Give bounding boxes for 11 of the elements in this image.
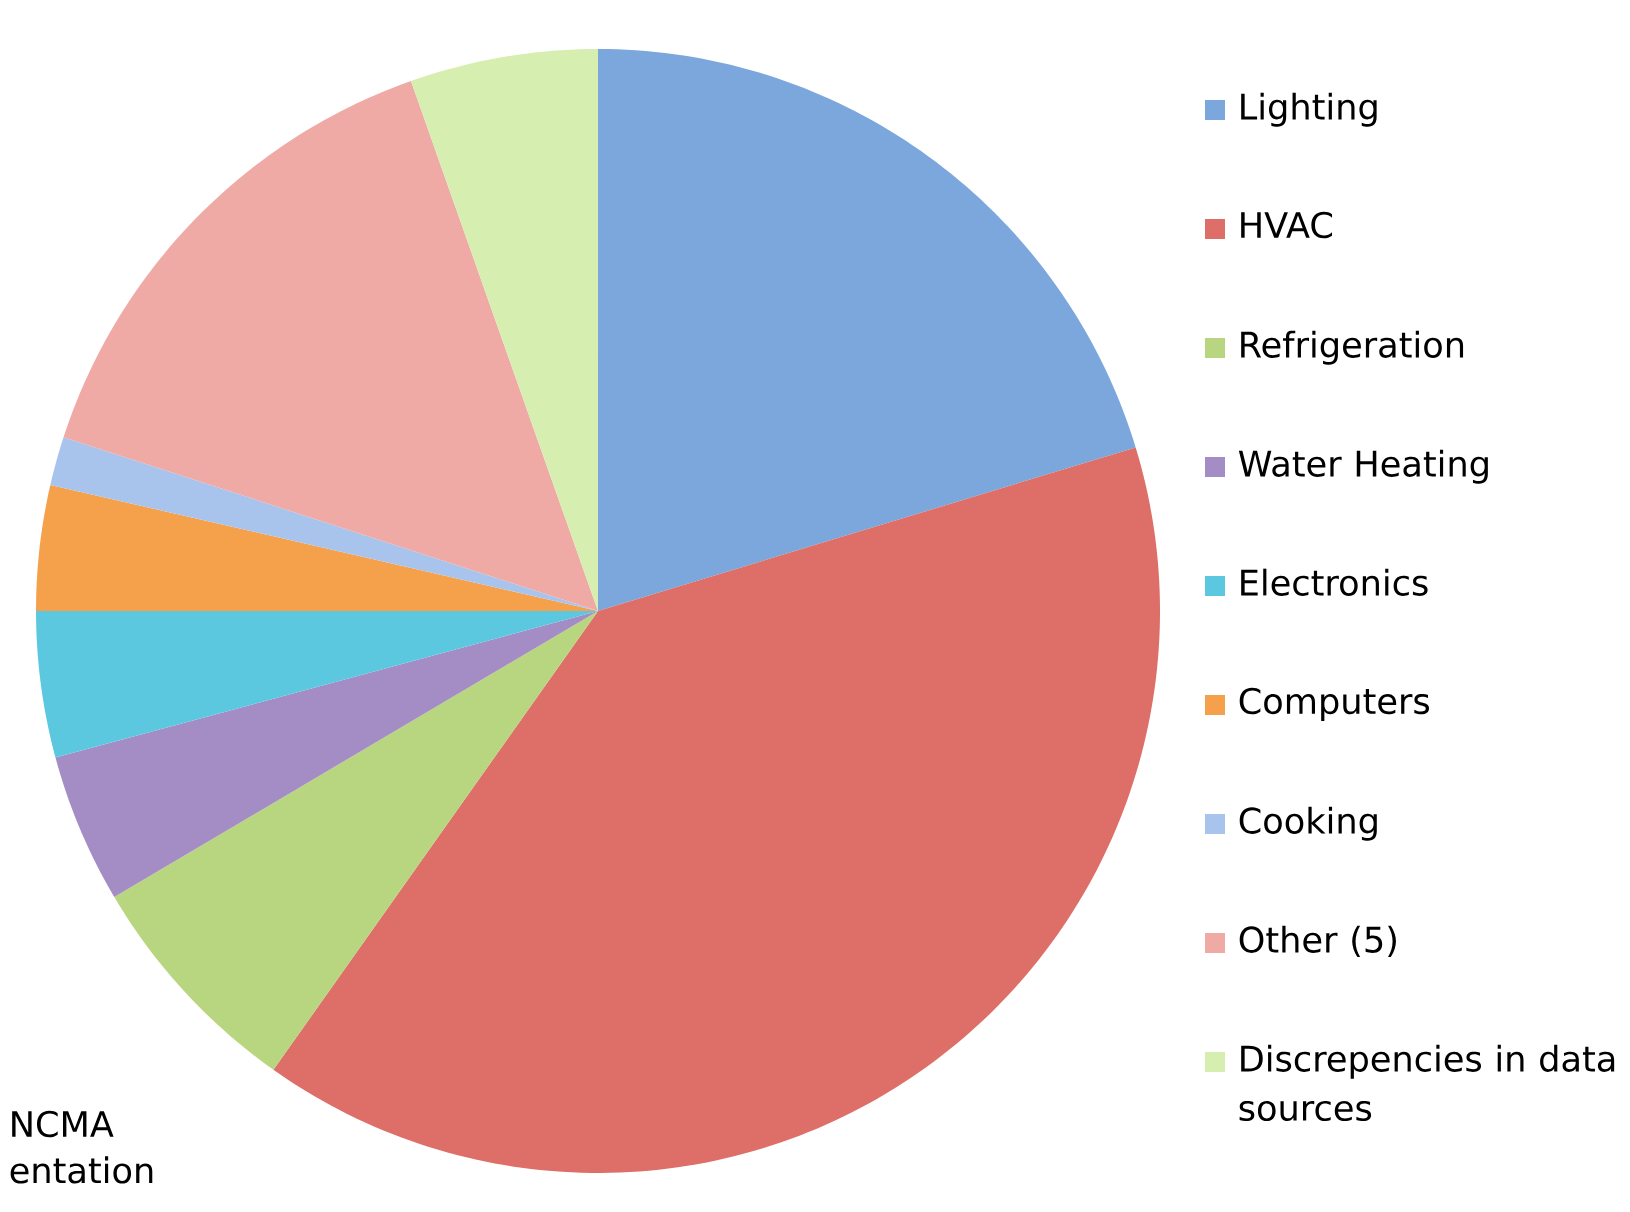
text: entation: [10, 1156, 153, 1184]
legend-label: Other (5): [1239, 925, 1396, 958]
legend-label: Electronics: [1241, 568, 1428, 596]
legend-label: Cooking: [1239, 806, 1377, 841]
legend-label: Discrepencies in data sources: [1239, 1044, 1615, 1122]
legend-label: Refrigeration: [1241, 330, 1464, 365]
legend-label: Water Heating: [1238, 449, 1488, 484]
legend-label: HVAC: [1241, 211, 1333, 239]
legend-label: Lighting: [1241, 92, 1377, 127]
legend-label: Computers: [1239, 687, 1429, 722]
text: NCMA: [12, 1110, 114, 1138]
